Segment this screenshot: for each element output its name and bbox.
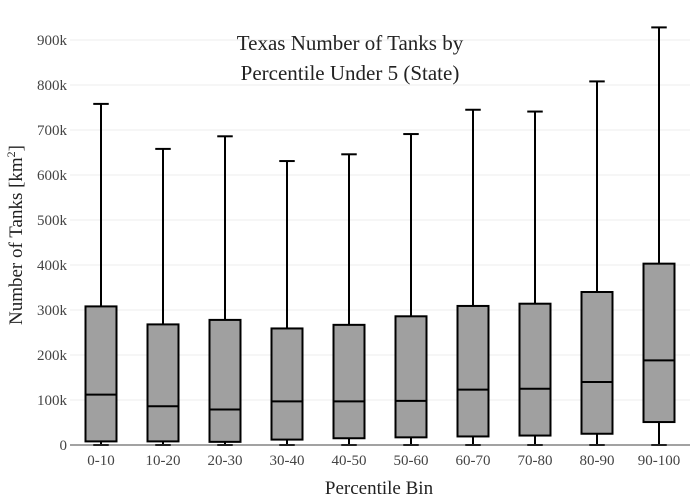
box-iqr — [332, 323, 366, 440]
box-10-20 — [146, 147, 180, 446]
box-iqr — [580, 291, 614, 435]
y-tick-label: 700k — [37, 123, 68, 139]
box-iqr — [394, 315, 428, 439]
x-tick-label: 30-40 — [270, 453, 305, 469]
y-tick-label: 300k — [37, 303, 68, 319]
x-axis-title: Percentile Bin — [325, 478, 434, 499]
y-tick-label: 0 — [60, 438, 68, 454]
box-0-10 — [84, 102, 118, 446]
y-axis-title-end: ] — [6, 145, 27, 151]
x-tick-label: 40-50 — [332, 453, 367, 469]
y-tick-label: 600k — [37, 168, 68, 184]
x-tick-labels: 0-10 10-20 20-30 30-40 40-50 50-60 60-70 70-80 8… — [87, 453, 680, 469]
y-tick-label: 200k — [37, 348, 68, 364]
box-60-70 — [456, 108, 490, 446]
y-tick-label: 500k — [37, 213, 68, 229]
box-iqr — [146, 323, 180, 443]
box-iqr — [208, 318, 242, 443]
chart-title-line-2: Percentile Under 5 (State) — [241, 61, 460, 85]
x-tick-label: 60-70 — [456, 453, 491, 469]
box-70-80 — [518, 110, 552, 446]
x-tick-label: 10-20 — [146, 453, 181, 469]
box-iqr — [84, 305, 118, 443]
box-90-100 — [642, 26, 676, 446]
x-tick-label: 70-80 — [518, 453, 553, 469]
x-tick-label: 20-30 — [208, 453, 243, 469]
box-80-90 — [580, 80, 614, 446]
x-tick-label: 80-90 — [580, 453, 615, 469]
box-iqr — [456, 304, 490, 438]
box-iqr — [642, 262, 676, 424]
x-tick-label: 0-10 — [87, 453, 115, 469]
y-tick-label: 900k — [37, 33, 68, 49]
y-axis-title: Number of Tanks [km2] — [4, 145, 27, 325]
y-tick-label: 800k — [37, 78, 68, 94]
y-tick-labels: 0 100k 200k 300k 400k 500k 600k 700k 800k 900k — [37, 33, 68, 454]
y-axis-title-superscript: 2 — [4, 151, 18, 157]
x-tick-label: 90-100 — [638, 453, 681, 469]
y-tick-label: 400k — [37, 258, 68, 274]
box-30-40 — [270, 160, 304, 446]
box-40-50 — [332, 153, 366, 446]
chart-title-line-1: Texas Number of Tanks by — [237, 31, 464, 55]
box-iqr — [270, 327, 304, 441]
box-50-60 — [394, 133, 428, 446]
y-tick-label: 100k — [37, 393, 68, 409]
x-tick-label: 50-60 — [394, 453, 429, 469]
box-20-30 — [208, 135, 242, 446]
box-series — [84, 26, 676, 446]
y-axis-title-main: Number of Tanks [km — [6, 157, 27, 325]
box-iqr — [518, 302, 552, 437]
